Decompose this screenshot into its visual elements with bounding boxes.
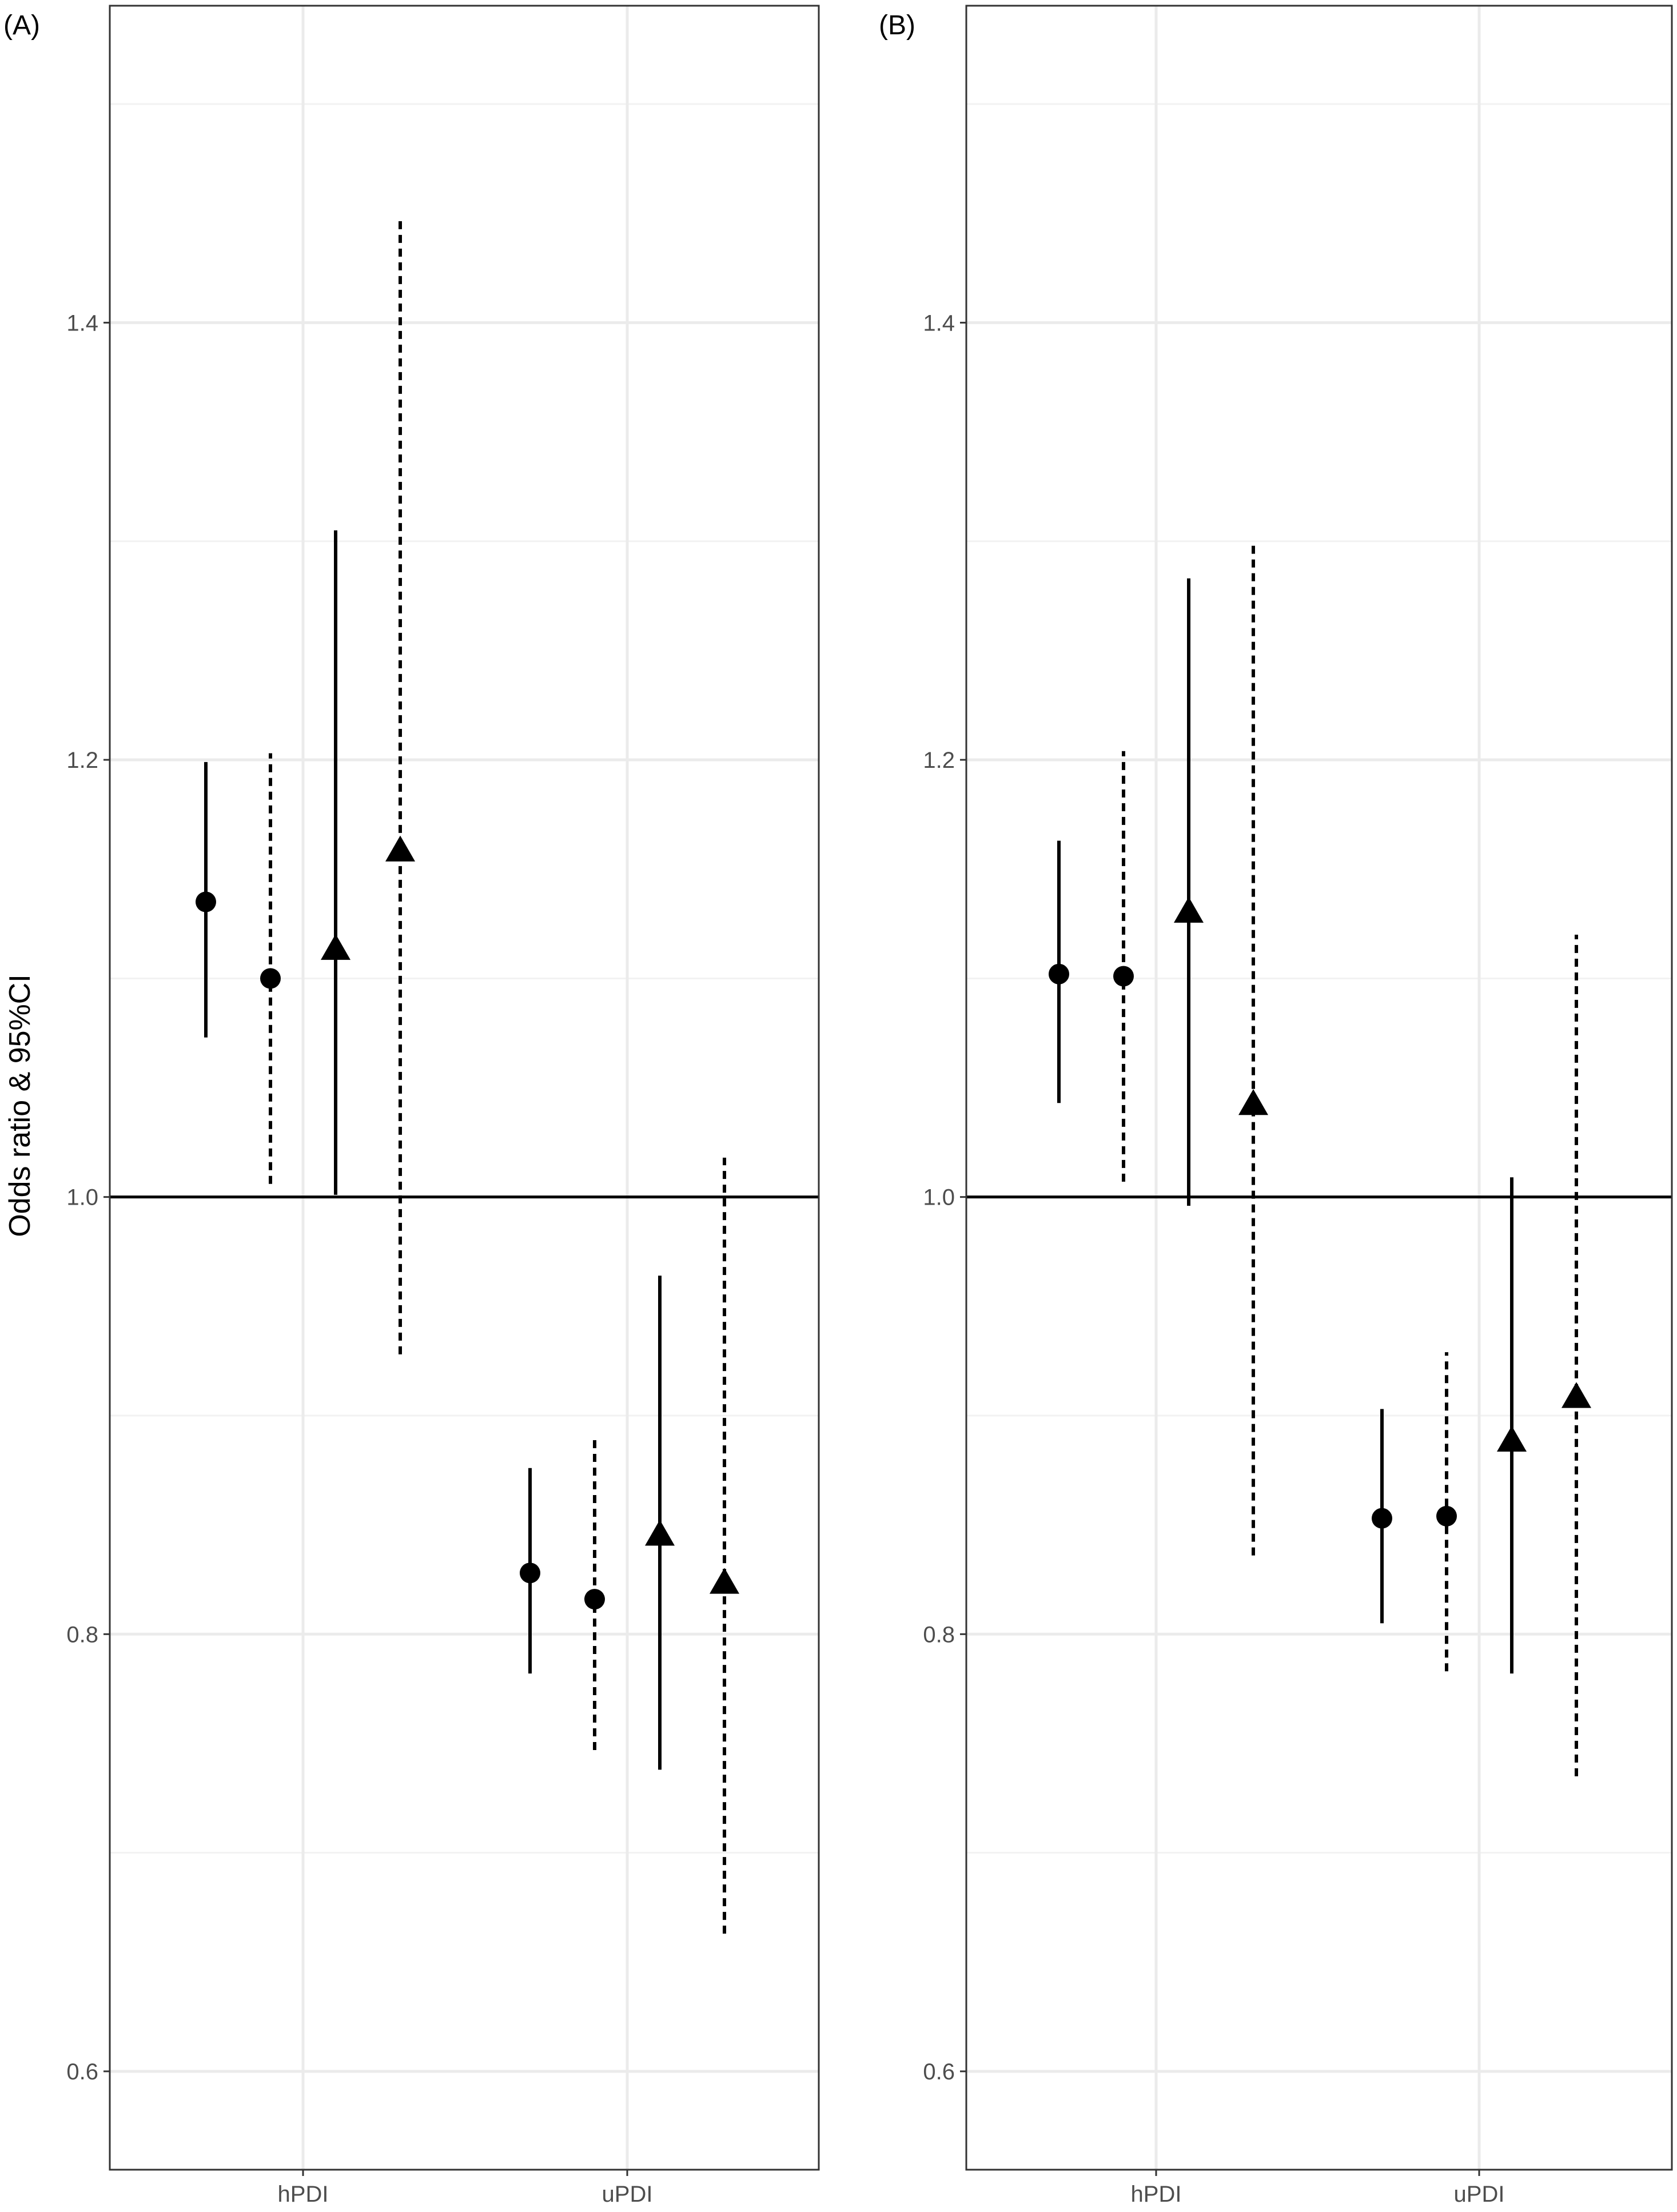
y-tick-label: 1.4 [923,310,955,336]
panel-b: (B) 0.6 0.8 1.0 1.2 1.4 hPDI uPDI [879,5,1673,2207]
point-triangle [385,835,415,862]
y-axis-title: Odds ratio & 95%CI [3,974,37,1237]
point-triangle [1174,896,1204,923]
x-tick-label: hPDI [278,2182,329,2207]
point-circle [196,891,216,912]
y-tick-label: 1.0 [66,1185,98,1210]
panel-a: (A) Odds ratio & 95%CI 0.6 0.8 1.0 1.2 1.4 hP… [3,5,820,2207]
point-circle [584,1589,605,1610]
y-tick-label: 0.6 [66,2059,98,2085]
point-circle [1113,966,1134,987]
y-tick-label: 0.8 [66,1622,98,1647]
point-triangle [710,1568,739,1594]
y-tick-label: 0.6 [923,2059,955,2085]
point-circle [1049,963,1069,985]
y-tick-label: 1.0 [923,1185,955,1210]
point-triangle [1562,1382,1591,1408]
y-tick-label: 1.4 [66,310,98,336]
point-circle [260,968,281,989]
x-tick-label: uPDI [1454,2182,1505,2207]
point-triangle [1238,1089,1268,1115]
point-circle [1372,1508,1392,1529]
panel-a-label: (A) [3,10,40,41]
x-tick-label: hPDI [1131,2182,1182,2207]
y-tick-label: 0.8 [923,1622,955,1647]
point-triangle [1497,1425,1527,1452]
point-circle [520,1563,540,1584]
y-tick-label: 1.2 [66,748,98,773]
panel-b-label: (B) [879,10,915,41]
point-circle [1436,1505,1457,1527]
x-tick-label: uPDI [602,2182,653,2207]
point-triangle [321,934,350,960]
y-tick-label: 1.2 [923,748,955,773]
panel-border [109,5,820,2171]
point-triangle [645,1520,675,1546]
panel-border [965,5,1673,2171]
